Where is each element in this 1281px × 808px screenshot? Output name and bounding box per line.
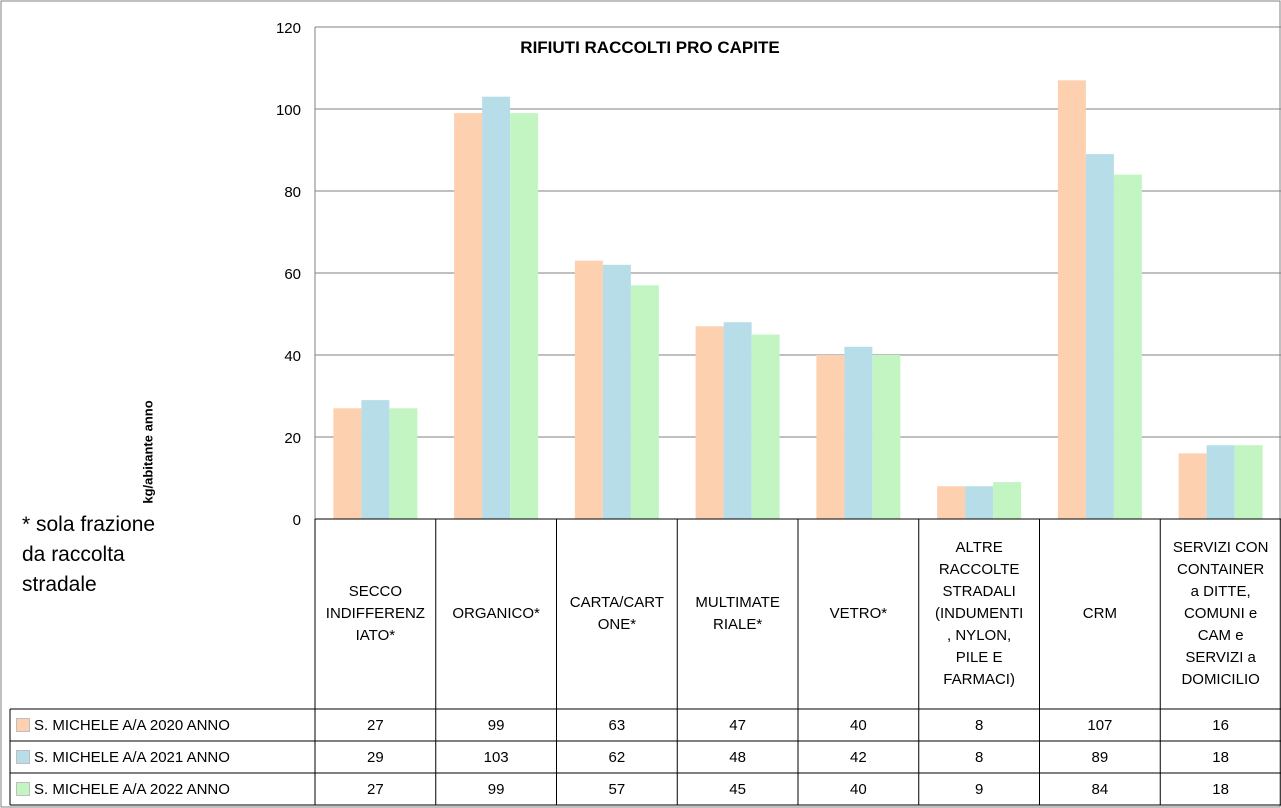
data-label: 29 <box>367 748 384 766</box>
x-tick-label: SECCO INDIFFERENZ IATO* <box>325 583 425 644</box>
legend-entry: S. MICHELE A/A 2022 ANNO <box>10 773 230 805</box>
data-label: 8 <box>974 716 984 734</box>
data-label: 40 <box>850 780 867 798</box>
data-label: 107 <box>1087 716 1113 734</box>
y-tick-label: 60 <box>284 266 301 283</box>
legend-key <box>16 718 30 732</box>
bar <box>602 264 631 519</box>
bar <box>844 346 873 519</box>
data-label: 103 <box>483 748 509 766</box>
bar <box>361 400 390 519</box>
bar <box>937 486 966 519</box>
y-tick-label: 100 <box>276 102 301 119</box>
data-label: 18 <box>1212 780 1229 798</box>
x-tick-label: ALTRE RACCOLTE STRADALI (INDUMENTI, NYLON, P… <box>934 539 1024 688</box>
data-label: 99 <box>487 780 505 798</box>
data-label: 9 <box>974 780 984 798</box>
data-label: 47 <box>729 716 746 734</box>
bar <box>482 96 511 519</box>
data-label: 57 <box>608 780 626 798</box>
legend-label: S. MICHELE A/A 2022 ANNO <box>34 780 230 798</box>
bar <box>454 113 483 519</box>
bar <box>695 326 724 519</box>
bar <box>816 355 845 519</box>
bar <box>993 482 1022 519</box>
bar <box>630 285 659 519</box>
data-label: 84 <box>1091 780 1109 798</box>
y-axis-label: kg/abitante anno <box>140 400 156 504</box>
y-tick-label: 40 <box>284 348 301 365</box>
bar <box>1206 445 1235 519</box>
bar <box>1113 174 1142 519</box>
bar <box>872 355 901 519</box>
legend-entry: S. MICHELE A/A 2021 ANNO <box>10 741 230 773</box>
legend-key <box>16 782 30 796</box>
bar <box>389 408 418 519</box>
bar <box>1178 453 1207 519</box>
footnote: * sola frazione da raccolta stradale <box>22 513 156 596</box>
data-label: 62 <box>608 748 626 766</box>
data-label: 99 <box>487 716 505 734</box>
bar <box>1057 80 1086 520</box>
data-label: 89 <box>1091 748 1109 766</box>
y-tick-label: 0 <box>293 512 301 529</box>
chart-title: RIFIUTI RACCOLTI PRO CAPITE <box>520 38 780 57</box>
x-tick-label: MULTIMATE RIALE* <box>695 594 780 633</box>
data-label: 8 <box>974 748 984 766</box>
bar <box>751 334 780 519</box>
data-label: 27 <box>367 716 384 734</box>
data-label: 27 <box>367 780 384 798</box>
x-tick-label: CRM <box>1082 605 1117 622</box>
bar <box>965 486 994 519</box>
bar <box>1234 445 1263 519</box>
x-tick-label: ORGANICO* <box>452 605 540 622</box>
y-tick-label: 20 <box>284 430 301 447</box>
data-label: 45 <box>729 780 746 798</box>
data-label: 42 <box>850 748 867 766</box>
bar <box>574 260 603 519</box>
data-label: 18 <box>1212 748 1229 766</box>
data-label: 40 <box>850 716 867 734</box>
x-tick-label: CARTA/CART ONE* <box>569 594 664 633</box>
legend-entry: S. MICHELE A/A 2020 ANNO <box>10 709 230 741</box>
legend-key <box>16 750 30 764</box>
data-label: 63 <box>608 716 626 734</box>
data-label: 16 <box>1212 716 1229 734</box>
x-tick-label: VETRO* <box>829 605 888 622</box>
bar <box>510 113 539 519</box>
legend-label: S. MICHELE A/A 2020 ANNO <box>34 716 230 734</box>
y-tick-label: 120 <box>276 20 301 37</box>
bar <box>333 408 362 519</box>
bar <box>723 322 752 519</box>
x-tick-label: SERVIZI CON CONTAINER a DITTE, COMUNI e CAM … <box>1172 539 1269 688</box>
bar <box>1085 154 1114 519</box>
data-label: 48 <box>729 748 746 766</box>
legend-label: S. MICHELE A/A 2021 ANNO <box>34 748 230 766</box>
y-tick-label: 80 <box>284 184 301 201</box>
